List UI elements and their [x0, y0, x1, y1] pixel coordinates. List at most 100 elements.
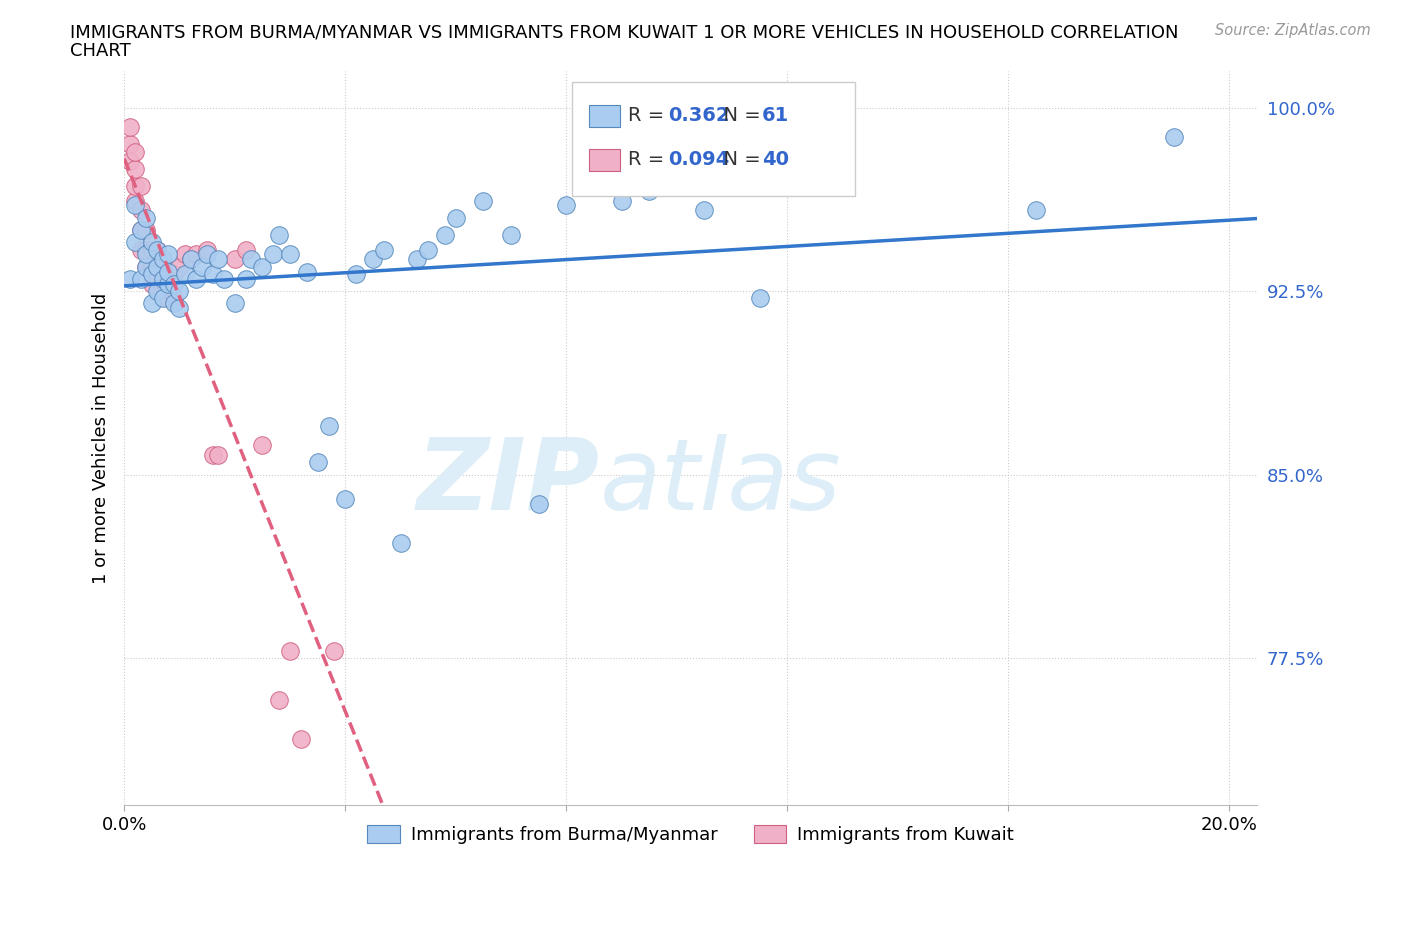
Point — [174, 247, 197, 262]
Text: R =: R = — [628, 150, 671, 169]
Point — [472, 193, 495, 208]
Text: 61: 61 — [762, 106, 789, 126]
Point — [444, 210, 467, 225]
Point — [267, 227, 290, 242]
Point — [433, 227, 456, 242]
Text: N =: N = — [711, 106, 768, 126]
Text: R =: R = — [628, 106, 671, 126]
Text: ZIP: ZIP — [418, 433, 600, 531]
Point — [157, 247, 180, 262]
Point — [141, 259, 163, 274]
Point — [201, 267, 224, 282]
Point — [267, 693, 290, 708]
Point — [157, 276, 180, 291]
Point — [118, 120, 141, 135]
Text: 0.362: 0.362 — [668, 106, 730, 126]
Point — [361, 252, 384, 267]
FancyBboxPatch shape — [572, 82, 855, 195]
Point — [124, 198, 146, 213]
Point — [129, 203, 152, 218]
Legend: Immigrants from Burma/Myanmar, Immigrants from Kuwait: Immigrants from Burma/Myanmar, Immigrant… — [360, 817, 1021, 851]
Point — [555, 198, 578, 213]
Point — [135, 259, 157, 274]
Point — [152, 259, 174, 274]
Point — [157, 291, 180, 306]
Point — [373, 242, 395, 257]
Point — [135, 210, 157, 225]
Point — [212, 272, 235, 286]
Point — [135, 222, 157, 237]
Point — [124, 234, 146, 249]
Point — [124, 144, 146, 159]
Point — [344, 267, 367, 282]
Text: N =: N = — [711, 150, 768, 169]
Point — [146, 272, 169, 286]
Point — [693, 203, 716, 218]
Point — [174, 267, 197, 282]
Point — [169, 284, 191, 299]
Point — [129, 222, 152, 237]
Text: IMMIGRANTS FROM BURMA/MYANMAR VS IMMIGRANTS FROM KUWAIT 1 OR MORE VEHICLES IN HO: IMMIGRANTS FROM BURMA/MYANMAR VS IMMIGRA… — [70, 23, 1178, 41]
Point — [169, 300, 191, 315]
Point — [499, 227, 522, 242]
Point — [184, 272, 207, 286]
Point — [278, 644, 301, 658]
Point — [141, 242, 163, 257]
Point — [152, 252, 174, 267]
Point — [610, 193, 633, 208]
Text: atlas: atlas — [600, 433, 842, 531]
Point — [235, 242, 257, 257]
Text: 0.094: 0.094 — [668, 150, 730, 169]
Point — [163, 291, 186, 306]
Point — [180, 252, 202, 267]
Point — [124, 193, 146, 208]
Point — [141, 276, 163, 291]
Point — [146, 259, 169, 274]
Point — [135, 242, 157, 257]
Point — [195, 242, 218, 257]
Point — [389, 536, 412, 551]
Point — [184, 247, 207, 262]
Point — [129, 222, 152, 237]
Point — [406, 252, 429, 267]
Point — [748, 291, 770, 306]
Point — [307, 455, 329, 470]
Point — [124, 161, 146, 176]
Point — [207, 447, 229, 462]
Point — [252, 438, 274, 453]
Text: 40: 40 — [762, 150, 789, 169]
Point — [163, 267, 186, 282]
Point — [323, 644, 346, 658]
Point — [224, 296, 246, 311]
Point — [262, 247, 284, 262]
Point — [207, 252, 229, 267]
Text: CHART: CHART — [70, 42, 131, 60]
Point — [141, 296, 163, 311]
Point — [129, 242, 152, 257]
Text: Source: ZipAtlas.com: Source: ZipAtlas.com — [1215, 23, 1371, 38]
Point — [135, 247, 157, 262]
Point — [163, 296, 186, 311]
Point — [1163, 129, 1185, 144]
Point — [295, 264, 318, 279]
Point — [146, 284, 169, 299]
Point — [224, 252, 246, 267]
Point — [638, 183, 661, 198]
FancyBboxPatch shape — [589, 104, 620, 126]
Point — [135, 259, 157, 274]
Point — [240, 252, 263, 267]
Point — [1025, 203, 1047, 218]
Point — [235, 272, 257, 286]
Point — [129, 272, 152, 286]
Point — [118, 137, 141, 152]
Point — [180, 252, 202, 267]
Point — [129, 179, 152, 193]
Point — [335, 492, 357, 507]
Point — [118, 154, 141, 169]
Point — [141, 267, 163, 282]
Point — [163, 276, 186, 291]
Point — [124, 179, 146, 193]
Point — [146, 259, 169, 274]
Point — [146, 242, 169, 257]
Point — [527, 497, 550, 512]
